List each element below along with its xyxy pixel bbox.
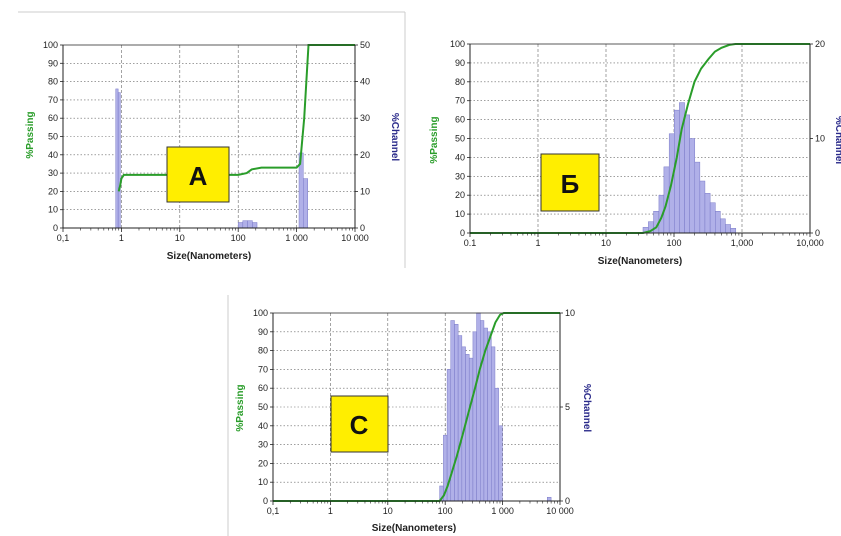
- left-tick-label: 100: [43, 40, 58, 50]
- x-tick-label: 1: [119, 233, 124, 243]
- histogram-bar: [465, 354, 470, 502]
- x-axis-label: Size(Nanometers): [598, 256, 682, 267]
- x-tick-label: 100: [438, 506, 453, 516]
- right-tick-label: 10: [815, 134, 825, 144]
- cumulative-line: [470, 43, 810, 234]
- right-tick-label: 10: [565, 308, 575, 318]
- left-tick-label: 20: [455, 190, 465, 200]
- left-tick-label: 60: [455, 115, 465, 125]
- left-tick-label: 20: [258, 458, 268, 468]
- x-tick-label: 1,000: [731, 238, 754, 248]
- left-tick-label: 60: [258, 383, 268, 393]
- x-tick-label: 0.1: [464, 238, 477, 248]
- right-tick-label: 0: [815, 228, 820, 238]
- right-tick-label: 50: [360, 40, 370, 50]
- left-axis-label: %Passing: [429, 116, 440, 163]
- left-axis-label: %Passing: [235, 384, 246, 431]
- x-tick-label: 10: [601, 238, 611, 248]
- x-axis-label: Size(Nanometers): [167, 251, 251, 262]
- left-tick-label: 80: [48, 77, 58, 87]
- left-tick-label: 90: [48, 58, 58, 68]
- plot-area: 0 10 20 30 40 50 60 70 80 90 100 0 5 10 0,1 1 10 100 1 000…: [253, 308, 575, 516]
- chart-panel-b: 0 10 20 30 40 50 60 70 80 90 100 0 10 20 0.1 1 10 100 1,00…: [429, 39, 841, 267]
- panel-badge-label: C: [350, 410, 369, 440]
- x-tick-label: 1 000: [285, 233, 308, 243]
- histogram-bar: [472, 331, 477, 502]
- panel-badge-label: A: [189, 161, 208, 191]
- panel-badge: [330, 395, 389, 453]
- left-tick-label: 90: [258, 327, 268, 337]
- left-tick-label: 80: [258, 346, 268, 356]
- plot-area: 0 10 20 30 40 50 60 70 80 90 100 0 10 20 0.1 1 10 100 1,00…: [450, 39, 825, 248]
- left-tick-label: 40: [455, 152, 465, 162]
- histogram-bar: [491, 346, 496, 502]
- left-tick-label: 50: [48, 132, 58, 142]
- x-tick-label: 10,000: [796, 238, 824, 248]
- left-tick-label: 30: [48, 168, 58, 178]
- left-tick-label: 40: [258, 421, 268, 431]
- cumulative-line: [273, 312, 560, 502]
- left-tick-label: 100: [253, 308, 268, 318]
- left-tick-label: 10: [48, 205, 58, 215]
- right-tick-label: 5: [565, 402, 570, 412]
- x-tick-label: 1: [535, 238, 540, 248]
- left-tick-label: 0: [460, 228, 465, 238]
- right-axis-label: %Channel: [833, 116, 841, 165]
- chart-panel-a: 0 10 20 30 40 50 60 70 80 90 100 0 10 20 30 40 50 0,1 1 10 1…: [18, 11, 406, 268]
- left-tick-label: 0: [263, 496, 268, 506]
- x-tick-label: 10 000: [341, 233, 369, 243]
- x-axis-label: Size(Nanometers): [372, 523, 456, 534]
- x-tick-label: 10 000: [546, 506, 574, 516]
- histogram-bar: [480, 320, 485, 502]
- right-tick-label: 0: [565, 496, 570, 506]
- left-tick-label: 90: [455, 58, 465, 68]
- x-tick-label: 10: [175, 233, 185, 243]
- x-tick-label: 10: [383, 506, 393, 516]
- histogram-bar: [468, 357, 474, 502]
- x-tick-label: 100: [666, 238, 681, 248]
- histogram-bar: [498, 425, 503, 502]
- left-tick-label: 10: [455, 209, 465, 219]
- x-tick-label: 100: [231, 233, 246, 243]
- panel-badge: [166, 146, 230, 203]
- right-axis-label: %Channel: [581, 384, 592, 433]
- right-tick-label: 20: [815, 39, 825, 49]
- histogram-bar: [457, 335, 463, 502]
- x-tick-label: 0,1: [267, 506, 280, 516]
- right-tick-label: 10: [360, 186, 370, 196]
- left-tick-label: 70: [455, 96, 465, 106]
- x-tick-label: 1 000: [491, 506, 514, 516]
- histogram-bar: [454, 324, 459, 502]
- left-tick-label: 30: [455, 171, 465, 181]
- histogram-bar: [547, 496, 552, 502]
- histogram-bar: [476, 312, 481, 502]
- left-tick-label: 40: [48, 150, 58, 160]
- cumulative-line: [117, 44, 355, 192]
- left-tick-label: 80: [455, 77, 465, 87]
- plot-area: 0 10 20 30 40 50 60 70 80 90 100 0 10 20 30 40 50 0,1 1 10 1…: [43, 40, 370, 243]
- left-tick-label: 60: [48, 113, 58, 123]
- panel-badge: [540, 153, 600, 212]
- left-tick-label: 100: [450, 39, 465, 49]
- left-tick-label: 30: [258, 440, 268, 450]
- x-tick-label: 1: [328, 506, 333, 516]
- left-tick-label: 10: [258, 477, 268, 487]
- histogram-bar: [487, 331, 492, 502]
- histogram-bar: [494, 387, 499, 502]
- panel-badge-label: Б: [561, 169, 580, 199]
- right-tick-label: 0: [360, 223, 365, 233]
- left-axis-label: %Passing: [25, 111, 36, 158]
- left-tick-label: 0: [53, 223, 58, 233]
- right-tick-label: 30: [360, 113, 370, 123]
- x-tick-label: 0,1: [57, 233, 70, 243]
- left-tick-label: 50: [455, 134, 465, 144]
- left-tick-label: 20: [48, 186, 58, 196]
- left-tick-label: 50: [258, 402, 268, 412]
- left-tick-label: 70: [258, 364, 268, 374]
- right-tick-label: 40: [360, 77, 370, 87]
- right-tick-label: 20: [360, 150, 370, 160]
- left-tick-label: 70: [48, 95, 58, 105]
- right-axis-label: %Channel: [389, 113, 400, 162]
